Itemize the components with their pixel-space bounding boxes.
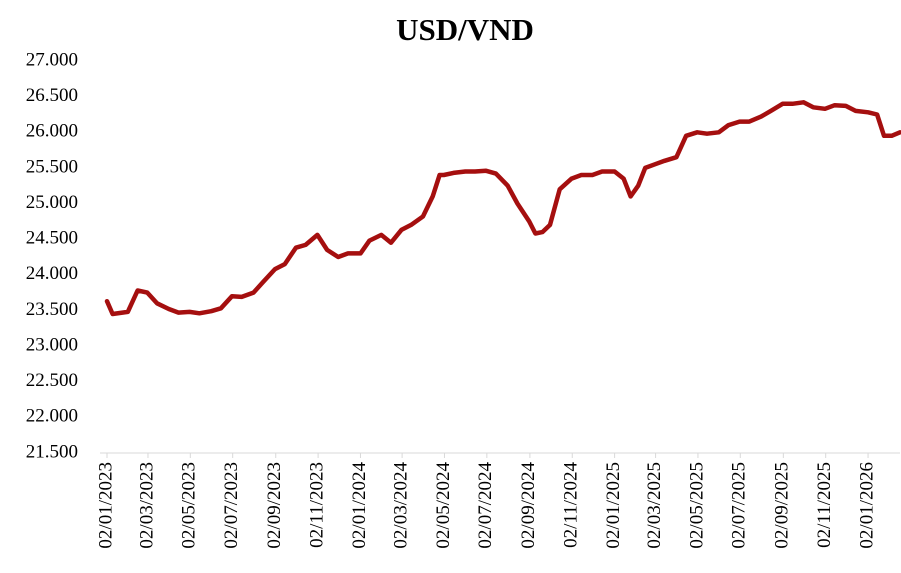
x-tick-label: 02/05/2023 — [179, 462, 200, 549]
y-tick-label: 26.000 — [26, 121, 78, 142]
x-tick-label: 02/11/2024 — [561, 462, 582, 548]
y-tick-label: 24.500 — [26, 228, 78, 249]
x-tick-label: 02/01/2024 — [349, 462, 370, 549]
x-tick-label: 02/03/2024 — [390, 462, 411, 549]
x-tick-label: 02/03/2025 — [644, 462, 665, 549]
x-tick-label: 02/09/2023 — [264, 462, 285, 549]
line-series — [104, 100, 901, 317]
x-tick-label: 02/05/2025 — [686, 462, 707, 549]
x-tick-label: 02/01/2026 — [856, 462, 877, 549]
x-tick-label: 02/05/2024 — [433, 462, 454, 549]
y-tick-label: 27.000 — [26, 49, 78, 70]
x-tick-label: 02/11/2023 — [306, 462, 327, 548]
chart-title: USD/VND — [396, 12, 534, 47]
x-tick-label: 02/03/2023 — [136, 462, 157, 549]
x-tick-label: 02/01/2025 — [603, 462, 624, 549]
x-tick-label: 02/09/2025 — [772, 462, 793, 549]
y-tick-label: 22.000 — [26, 406, 78, 427]
x-tick-label: 02/11/2025 — [814, 462, 835, 548]
y-tick-label: 24.000 — [26, 263, 78, 284]
y-tick-label: 26.500 — [26, 85, 78, 106]
x-tick-label: 02/07/2025 — [729, 462, 750, 549]
x-tick-label: 02/01/2023 — [95, 462, 116, 549]
y-tick-label: 23.000 — [26, 334, 78, 355]
y-tick-label: 22.500 — [26, 370, 78, 391]
y-tick-label: 25.000 — [26, 192, 78, 213]
y-tick-label: 23.500 — [26, 299, 78, 320]
x-tick-label: 02/09/2024 — [518, 462, 539, 549]
y-tick-label: 21.500 — [26, 441, 78, 462]
x-tick-label: 02/07/2023 — [221, 462, 242, 549]
y-tick-label: 25.500 — [26, 156, 78, 177]
x-tick-label: 02/07/2024 — [475, 462, 496, 549]
